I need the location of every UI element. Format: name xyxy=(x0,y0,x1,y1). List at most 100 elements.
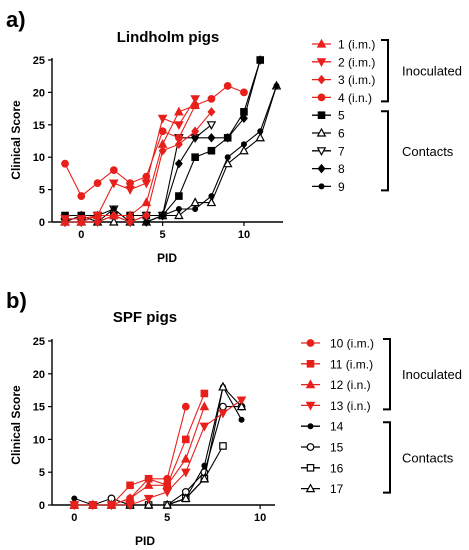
data-point xyxy=(207,107,216,117)
legend-item: 6 xyxy=(312,127,345,141)
x-tick-label: 0 xyxy=(78,229,84,241)
legend-item: 5 xyxy=(312,109,345,123)
data-point xyxy=(218,409,228,419)
data-point xyxy=(199,401,210,411)
legend: 1 (i.m.) 2 (i.m.) 3 (i.m.) 4 (i.n.) 5 6 7 8 9 Ino… xyxy=(312,38,462,194)
x-tick-label: 10 xyxy=(238,229,250,241)
y-axis-label: Clinical Score xyxy=(9,385,23,465)
series-line xyxy=(65,111,212,223)
data-point xyxy=(126,179,134,188)
y-tick-label: 20 xyxy=(33,369,45,381)
data-point xyxy=(143,480,154,489)
x-tick-label: 10 xyxy=(254,512,266,524)
data-point xyxy=(180,468,191,478)
data-point xyxy=(61,159,69,168)
legend-item: 8 xyxy=(312,162,345,176)
y-tick-label: 5 xyxy=(39,185,45,197)
legend-marker xyxy=(316,147,327,157)
bracket-line xyxy=(383,338,391,411)
data-point xyxy=(77,217,86,227)
series-5 xyxy=(61,56,265,220)
legend-label: 13 (i.n.) xyxy=(330,399,371,413)
data-point xyxy=(174,139,183,149)
legend-marker xyxy=(317,111,326,120)
group-label: Contacts xyxy=(402,144,454,159)
legend-item: 12 (i.n.) xyxy=(301,378,371,392)
y-tick-label: 15 xyxy=(33,402,45,414)
legend-marker xyxy=(318,183,325,190)
data-point xyxy=(200,389,209,398)
group-bracket: Contacts xyxy=(383,421,454,494)
data-point xyxy=(77,192,86,200)
series-line xyxy=(65,85,278,223)
legend-label: 16 xyxy=(330,461,344,475)
legend-marker xyxy=(317,74,326,85)
x-axis-label: PID xyxy=(135,534,155,548)
data-point xyxy=(69,501,80,511)
y-tick-label: 0 xyxy=(39,217,45,229)
bracket-line xyxy=(381,110,389,192)
chart-title: Lindholm pigs xyxy=(117,29,220,46)
series-line xyxy=(74,385,242,506)
series-10-i-m xyxy=(70,402,190,509)
legend-marker xyxy=(306,360,315,368)
legend-label: 5 xyxy=(338,109,345,123)
data-point xyxy=(191,153,199,162)
legend-label: 9 xyxy=(338,180,345,194)
legend-marker xyxy=(306,464,315,472)
series-line xyxy=(74,399,242,506)
data-point xyxy=(126,481,134,490)
data-point xyxy=(174,158,183,169)
plot-area xyxy=(69,381,247,511)
data-point xyxy=(93,217,102,227)
group-label: Inoculated xyxy=(402,367,462,382)
data-point xyxy=(199,473,210,483)
data-point xyxy=(240,141,247,148)
data-point xyxy=(206,197,217,207)
legend-label: 11 (i.m.) xyxy=(330,357,373,371)
bracket-line xyxy=(383,421,391,494)
legend-item: 7 xyxy=(312,144,345,158)
data-point xyxy=(174,133,183,142)
x-tick-label: 5 xyxy=(160,229,166,241)
panel-a: a) Lindholm pigs Clinical Score PID 0 5 10… xyxy=(6,7,462,265)
data-point xyxy=(207,133,216,143)
data-point xyxy=(218,381,228,391)
axes: 0 5 10 15 20 25 0 5 10 xyxy=(33,55,283,241)
data-point xyxy=(219,442,227,450)
data-point xyxy=(143,499,154,509)
legend-item: 17 xyxy=(301,482,344,496)
legend-label: 10 (i.m.) xyxy=(330,337,374,351)
legend-item: 3 (i.m.) xyxy=(312,73,375,87)
data-point xyxy=(206,121,217,131)
data-point xyxy=(191,133,200,143)
data-point xyxy=(142,210,151,221)
series-15 xyxy=(70,402,246,509)
data-point xyxy=(273,82,280,89)
legend-item: 14 xyxy=(301,420,344,434)
series-line xyxy=(64,85,245,197)
data-point xyxy=(175,192,183,200)
y-tick-label: 0 xyxy=(39,500,45,512)
legend-label: 17 xyxy=(330,482,344,496)
data-point xyxy=(175,206,182,213)
data-point xyxy=(223,82,232,90)
data-point xyxy=(223,133,232,143)
series-3-i-m xyxy=(61,107,216,227)
group-bracket: Contacts xyxy=(381,110,454,192)
panel-label: a) xyxy=(6,7,26,32)
legend-item: 16 xyxy=(301,461,344,475)
group-label: Contacts xyxy=(402,450,454,465)
data-point xyxy=(159,212,166,219)
data-point xyxy=(257,128,264,135)
data-point xyxy=(92,211,103,221)
panel-b: b) SPF pigs Clinical Score PID 0 5 10 15 20 2… xyxy=(6,288,462,548)
panel-label: b) xyxy=(6,288,27,313)
data-point xyxy=(224,154,231,161)
legend-marker xyxy=(317,93,326,102)
series-9 xyxy=(62,82,280,226)
legend-label: 6 xyxy=(338,127,345,141)
data-point xyxy=(143,219,150,226)
legend-label: 12 (i.n.) xyxy=(330,378,371,392)
